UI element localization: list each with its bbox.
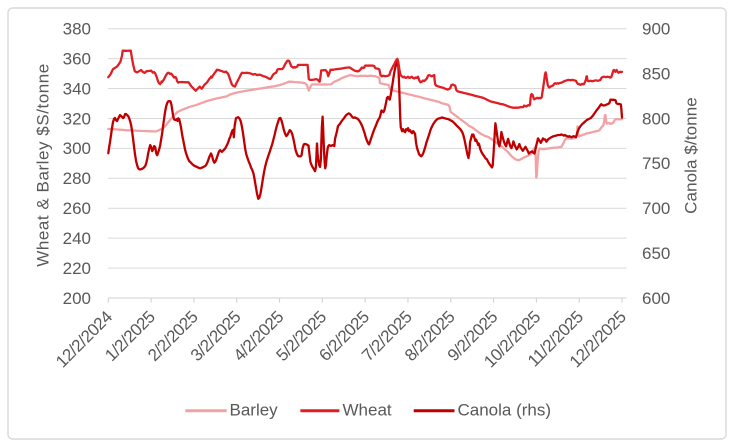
svg-text:360: 360 — [63, 49, 91, 68]
svg-text:320: 320 — [63, 109, 91, 128]
svg-text:Wheat & Barley $S/tonne: Wheat & Barley $S/tonne — [34, 63, 53, 267]
svg-text:200: 200 — [63, 289, 91, 308]
svg-text:Barley: Barley — [230, 401, 279, 420]
svg-text:800: 800 — [642, 109, 670, 128]
svg-text:340: 340 — [63, 79, 91, 98]
svg-text:900: 900 — [642, 20, 670, 39]
svg-text:Wheat: Wheat — [343, 401, 392, 420]
svg-text:600: 600 — [642, 289, 670, 308]
svg-text:850: 850 — [642, 64, 670, 83]
svg-text:280: 280 — [63, 169, 91, 188]
svg-text:650: 650 — [642, 244, 670, 263]
svg-text:300: 300 — [63, 139, 91, 158]
svg-text:260: 260 — [63, 199, 91, 218]
svg-text:700: 700 — [642, 199, 670, 218]
svg-text:380: 380 — [63, 20, 91, 39]
svg-text:750: 750 — [642, 154, 670, 173]
svg-text:Canola $/tonne: Canola $/tonne — [682, 97, 701, 214]
svg-text:220: 220 — [63, 259, 91, 278]
svg-text:240: 240 — [63, 229, 91, 248]
svg-text:Canola (rhs): Canola (rhs) — [458, 401, 552, 420]
